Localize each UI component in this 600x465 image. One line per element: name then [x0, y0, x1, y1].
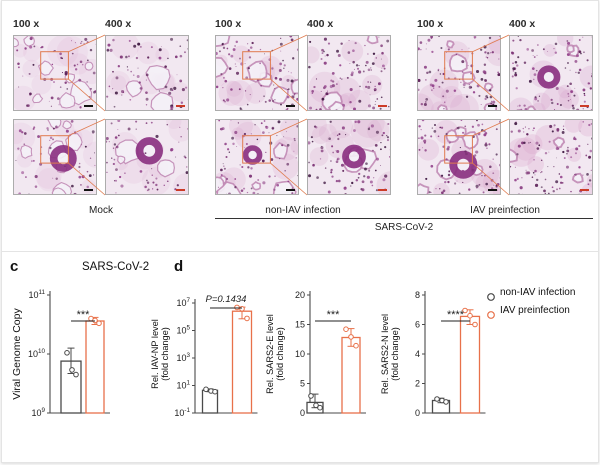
svg-text:P=0.1434: P=0.1434	[206, 294, 247, 305]
svg-text:103: 103	[176, 352, 190, 363]
svg-text:10: 10	[295, 349, 305, 359]
svg-text:(fold change): (fold change)	[160, 327, 170, 381]
svg-text:20: 20	[295, 290, 305, 300]
svg-text:101: 101	[176, 380, 190, 391]
svg-text:***: ***	[327, 309, 341, 321]
svg-text:(fold change): (fold change)	[390, 327, 400, 381]
svg-text:4: 4	[415, 349, 420, 359]
svg-text:105: 105	[176, 325, 190, 336]
svg-text:0: 0	[415, 408, 420, 418]
svg-text:0: 0	[300, 408, 305, 418]
svg-text:Viral Genome Copy: Viral Genome Copy	[11, 308, 23, 400]
svg-text:(fold change): (fold change)	[275, 327, 285, 381]
svg-text:6: 6	[415, 320, 420, 330]
svg-text:Rel. SARS2-E level: Rel. SARS2-E level	[265, 314, 275, 394]
svg-text:****: ****	[447, 309, 465, 321]
svg-text:1011: 1011	[28, 289, 45, 300]
svg-text:2: 2	[415, 379, 420, 389]
svg-text:15: 15	[295, 320, 305, 330]
svg-text:107: 107	[176, 297, 190, 308]
svg-text:1010: 1010	[28, 348, 46, 359]
svg-text:Rel. IAV-NP level: Rel. IAV-NP level	[150, 319, 160, 389]
svg-text:10-1: 10-1	[174, 407, 190, 418]
svg-text:***: ***	[77, 309, 91, 321]
svg-text:5: 5	[300, 379, 305, 389]
svg-text:109: 109	[31, 407, 45, 418]
svg-text:Rel. SARS2-N level: Rel. SARS2-N level	[380, 314, 390, 394]
svg-text:8: 8	[415, 290, 420, 300]
